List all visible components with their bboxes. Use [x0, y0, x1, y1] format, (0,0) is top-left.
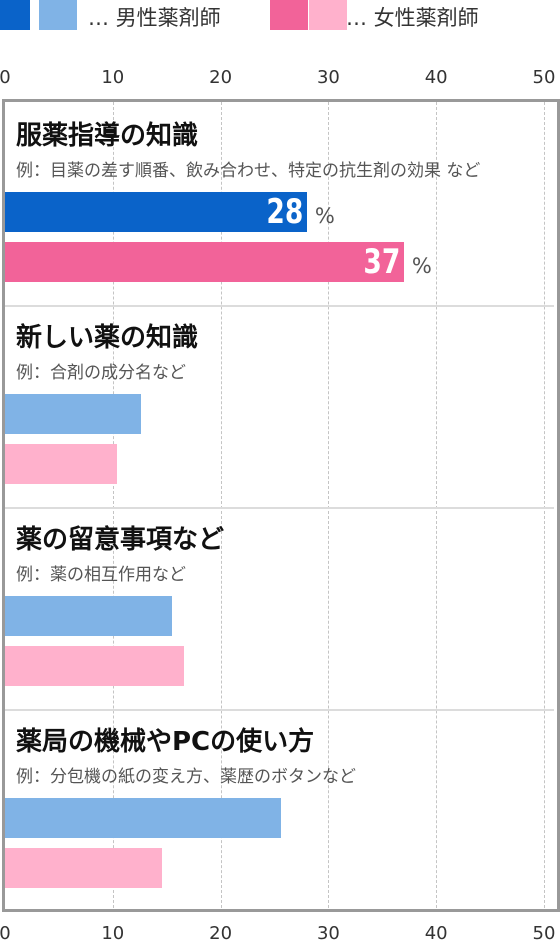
x-tick-label-bottom: 30	[316, 923, 340, 944]
bar-percent-sign: %	[314, 204, 335, 228]
x-gridline	[328, 102, 330, 908]
category-title: 薬の留意事項など	[16, 525, 225, 555]
category-title: 服薬指導の知識	[16, 121, 199, 151]
category-subtitle: 例：薬の相互作用など	[16, 565, 186, 585]
chart-frame	[2, 99, 560, 912]
bar-value-label: 28	[265, 192, 303, 232]
x-tick-label-bottom: 50	[532, 923, 556, 944]
x-gridline	[544, 102, 545, 908]
bar-value-label: 37	[362, 242, 400, 282]
category-title: 薬局の機械やPCの使い方	[16, 727, 315, 757]
legend-female-label: … 女性薬剤師	[346, 6, 479, 30]
x-tick-label-top: 40	[424, 67, 448, 88]
legend-male-highlight-swatch	[0, 0, 30, 30]
bar-male	[5, 192, 307, 232]
x-tick-label-bottom: 10	[101, 923, 125, 944]
legend-male-swatch	[39, 0, 77, 30]
x-gridline	[220, 102, 222, 908]
bar-percent-sign: %	[411, 254, 432, 278]
x-tick-label-top: 0	[0, 67, 11, 88]
category-separator	[5, 305, 554, 307]
category-separator	[5, 507, 554, 509]
x-tick-label-top: 50	[532, 67, 556, 88]
bar-male	[5, 798, 281, 838]
bar-female	[5, 646, 184, 686]
category-subtitle: 例：目薬の差す順番、飲み合わせ、特定の抗生剤の効果 など	[16, 161, 481, 181]
category-separator	[5, 709, 554, 711]
legend-female-swatch	[309, 0, 347, 30]
bar-male	[5, 596, 173, 636]
x-gridline	[436, 102, 438, 908]
bar-male	[5, 394, 141, 434]
legend-female-highlight-swatch	[270, 0, 308, 30]
x-tick-label-top: 30	[316, 67, 340, 88]
bar-female	[5, 848, 163, 888]
x-tick-label-bottom: 20	[209, 923, 233, 944]
x-tick-label-top: 10	[101, 67, 125, 88]
category-subtitle: 例：分包機の紙の変え方、薬歴のボタンなど	[16, 767, 356, 787]
x-tick-label-bottom: 0	[0, 923, 11, 944]
bar-female	[5, 242, 404, 282]
category-subtitle: 例：合剤の成分名など	[16, 363, 186, 383]
x-gridline	[112, 102, 114, 908]
bar-female	[5, 444, 118, 484]
x-tick-label-bottom: 40	[424, 923, 448, 944]
x-tick-label-top: 20	[209, 67, 233, 88]
category-title: 新しい薬の知識	[16, 323, 199, 353]
legend-male-label: … 男性薬剤師	[88, 6, 221, 30]
